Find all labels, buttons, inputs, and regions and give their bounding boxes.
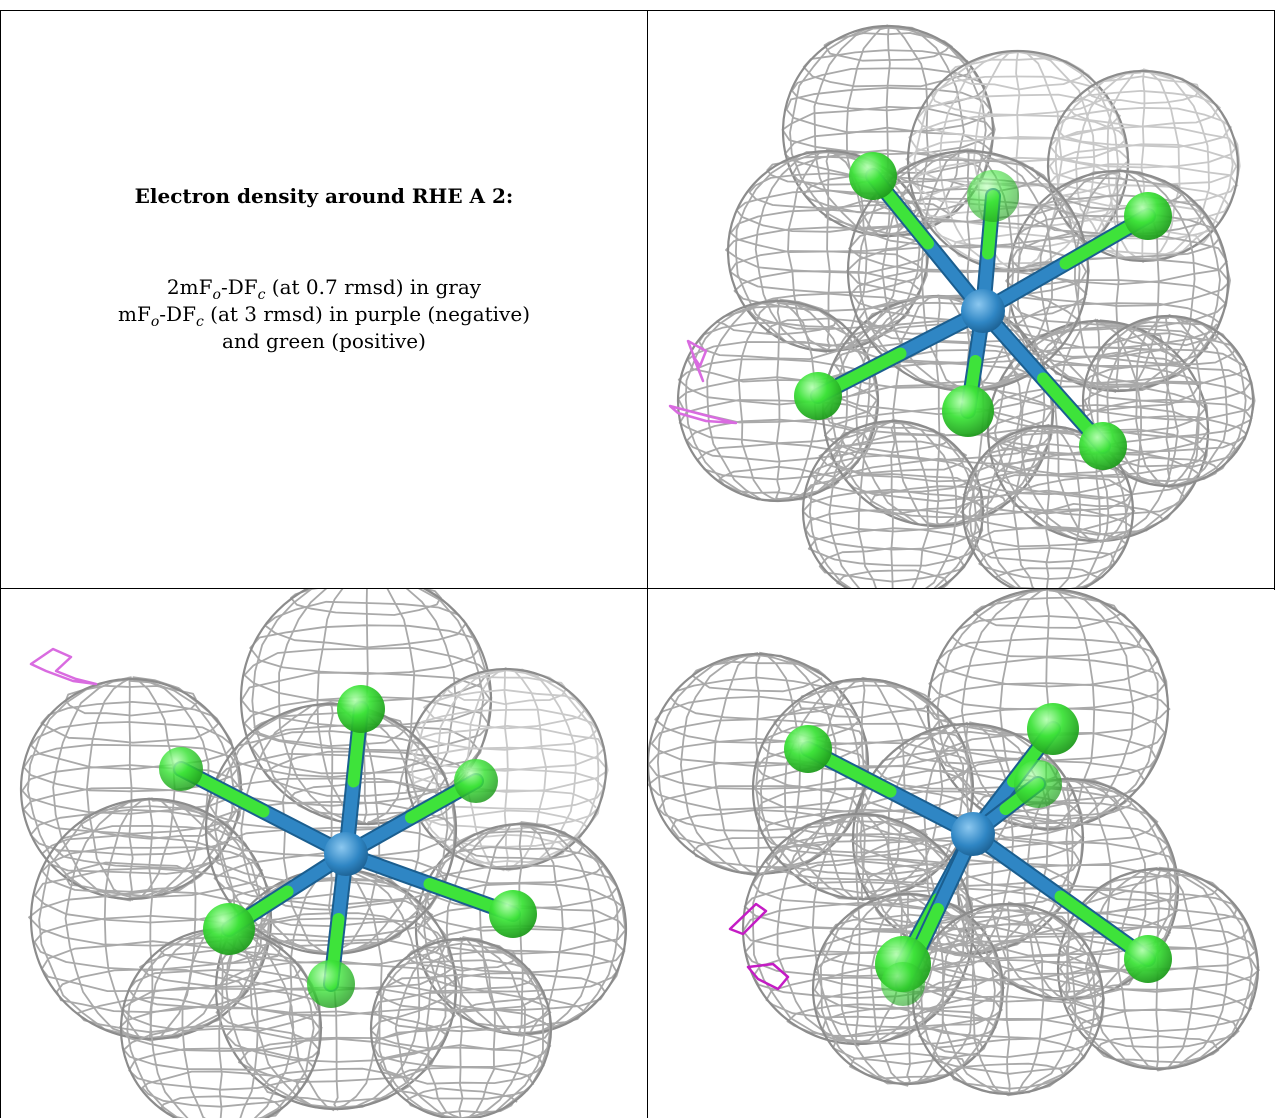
- border-top: [0, 10, 1275, 11]
- view-top-right: [648, 11, 1274, 588]
- chlorine-atom: [203, 903, 255, 955]
- chlorine-atom: [881, 962, 925, 1006]
- view-bottom-right: [648, 589, 1274, 1118]
- chlorine-atom: [784, 725, 832, 773]
- negative-density-blob: [728, 902, 768, 936]
- chlorine-atom: [489, 890, 537, 938]
- density-mesh-lobe: [369, 936, 554, 1118]
- rhenium-atom: [951, 812, 995, 856]
- density-mesh-lobe: [846, 148, 1090, 394]
- negative-density-blob: [746, 962, 790, 991]
- caption-title: Electron density around RHE A 2:: [134, 184, 514, 208]
- chlorine-atom: [337, 685, 385, 733]
- rhenium-atom: [961, 289, 1005, 333]
- density-mesh-lobe: [1056, 866, 1261, 1072]
- density-mesh-lobe: [118, 926, 323, 1118]
- rhe-molecule: [794, 152, 1172, 470]
- border-middle-vertical: [647, 10, 648, 1118]
- chlorine-atom: [1014, 760, 1062, 808]
- chlorine-atom: [794, 372, 842, 420]
- density-mesh-lobe: [725, 148, 930, 353]
- legend-line-2fofc: 2mFo-DFc (at 0.7 rmsd) in gray: [166, 275, 482, 303]
- rhe-molecule: [784, 703, 1172, 1006]
- rhenium-atom: [324, 832, 368, 876]
- negative-density-blob: [686, 339, 708, 383]
- negative-density-blob: [668, 404, 738, 425]
- legend-line-green: and green (positive): [222, 329, 426, 353]
- chlorine-atom: [942, 385, 994, 437]
- chlorine-atom: [849, 152, 897, 200]
- density-mesh-lobe: [1046, 68, 1241, 264]
- rhe-molecule: [159, 685, 537, 1008]
- chlorine-atom: [454, 759, 498, 803]
- view-bottom-left: [1, 589, 647, 1118]
- chlorine-atom: [1079, 422, 1127, 470]
- density-view-3: [648, 589, 1261, 1097]
- border-left: [0, 10, 1, 1118]
- chlorine-atom: [967, 170, 1019, 222]
- density-mesh-lobe: [911, 901, 1105, 1097]
- density-mesh-lobe: [28, 797, 273, 1042]
- chlorine-atom: [1124, 935, 1172, 983]
- negative-density-blob: [29, 647, 98, 686]
- density-view-1: [668, 24, 1256, 588]
- chlorine-atom: [1027, 703, 1079, 755]
- density-mesh-lobe: [801, 418, 986, 588]
- chlorine-atom: [1124, 192, 1172, 240]
- caption-cell: Electron density around RHE A 2: 2mFo-DF…: [1, 11, 647, 588]
- border-middle-horizontal: [0, 588, 1275, 589]
- density-mesh-lobe: [403, 667, 609, 872]
- chlorine-atom: [159, 747, 203, 791]
- density-view-2: [19, 589, 628, 1118]
- density-mesh-lobe: [1081, 313, 1256, 489]
- chlorine-atom: [307, 960, 355, 1008]
- legend-line-fofc: mFo-DFc (at 3 rmsd) in purple (negative): [118, 302, 530, 330]
